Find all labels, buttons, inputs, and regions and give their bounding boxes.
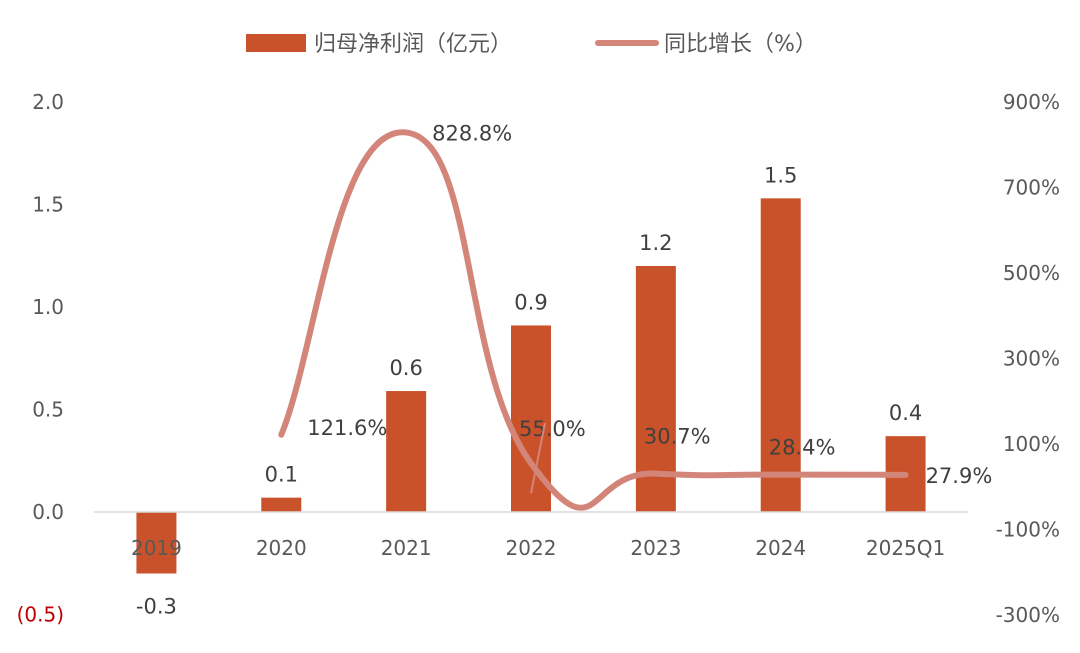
y-left-tick-label: 0.5 (32, 398, 64, 422)
bar-2019 (136, 512, 177, 574)
y-left-tick-label: (0.5) (17, 603, 64, 627)
legend-line-label: 同比增长（%） (664, 32, 817, 57)
y-right-tick-label: -100% (996, 518, 1060, 542)
y-left-tick-label: 2.0 (32, 90, 64, 114)
bar-data-label: 0.9 (514, 290, 547, 314)
y-right-tick-label: 100% (1003, 432, 1060, 456)
y-right-tick-label: 500% (1003, 261, 1060, 285)
growth-line (278, 129, 909, 511)
bar-2021 (386, 391, 427, 512)
y-right-tick-label: 900% (1003, 90, 1060, 114)
y-left-tick-label: 0.0 (32, 500, 64, 524)
x-tick-label: 2023 (630, 536, 681, 560)
x-tick-label: 2022 (506, 536, 557, 560)
x-tick-label: 2025Q1 (866, 536, 945, 560)
line-data-label: 55.0% (519, 417, 586, 441)
line-data-label: 30.7% (644, 425, 711, 449)
legend-bar-swatch (246, 34, 306, 52)
bar-data-label: 0.1 (265, 463, 298, 487)
x-tick-label: 2024 (755, 536, 806, 560)
line-data-label: 27.9% (926, 464, 993, 488)
y-right-tick-label: 300% (1003, 347, 1060, 371)
y-left-tick-label: 1.5 (32, 193, 64, 217)
line-data-label: 121.6% (307, 416, 387, 440)
y-right-tick-label: -300% (996, 603, 1060, 627)
line-data-label: 828.8% (432, 121, 512, 145)
y-left-tick-label: 1.0 (32, 295, 64, 319)
bar-data-label: -0.3 (136, 595, 177, 619)
bar-2020 (261, 497, 302, 512)
y-right-tick-label: 700% (1003, 176, 1060, 200)
bar-data-label: 1.2 (639, 231, 672, 255)
x-tick-label: 2020 (256, 536, 307, 560)
bar-data-label: 0.4 (889, 401, 922, 425)
x-tick-label: 2021 (381, 536, 432, 560)
bar-2024 (760, 198, 801, 512)
legend-bar-label: 归母净利润（亿元） (314, 32, 512, 57)
bar-data-label: 0.6 (389, 356, 422, 380)
x-tick-label: 2019 (131, 536, 182, 560)
leader-line (530, 423, 546, 494)
line-data-label: 28.4% (769, 436, 836, 460)
bar-data-label: 1.5 (764, 163, 797, 187)
